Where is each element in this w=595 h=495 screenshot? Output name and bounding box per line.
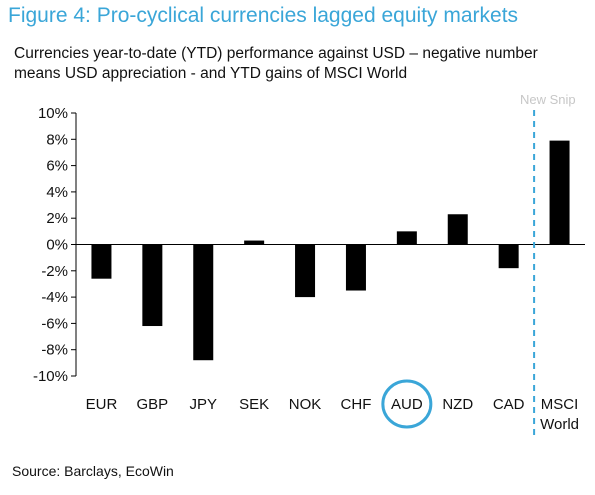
x-tick-label-nzd: NZD <box>442 396 473 413</box>
bar-jpy <box>193 244 214 361</box>
x-tick-label-chf: CHF <box>341 396 372 413</box>
x-tick-label-eur: EUR <box>86 396 118 413</box>
y-tick-label: -2% <box>41 263 68 280</box>
bar-cad <box>498 244 519 269</box>
highlight-circle <box>381 379 433 429</box>
bar-chf <box>345 244 366 291</box>
bar-nzd <box>447 214 468 245</box>
y-tick-label: 6% <box>46 158 68 175</box>
y-tick-label: 10% <box>38 105 68 122</box>
y-tick-label: -6% <box>41 315 68 332</box>
x-tick-label-jpy: JPY <box>189 396 217 413</box>
x-tick-label-gbp: GBP <box>137 396 169 413</box>
bar-msci-world <box>549 140 570 245</box>
figure-title: Figure 4: Pro-cyclical currencies lagged… <box>8 4 519 27</box>
bars <box>91 140 570 361</box>
x-tick-label-cad: CAD <box>493 396 525 413</box>
bar-sek <box>244 240 265 245</box>
annotations <box>381 110 536 440</box>
y-tick-label: -8% <box>41 342 68 359</box>
x-tick-label-nok: NOK <box>289 396 322 413</box>
bar-nok <box>295 244 316 298</box>
y-tick-label: 4% <box>46 184 68 201</box>
bar-aud <box>396 231 417 245</box>
x-tick-label-aud: AUD <box>391 396 423 413</box>
y-tick-label: -4% <box>41 289 68 306</box>
watermark-text: New Snip <box>520 92 576 107</box>
source-note: Source: Barclays, EcoWin <box>12 463 174 479</box>
figure-subtitle: Currencies year-to-date (YTD) performanc… <box>14 45 538 82</box>
y-tick-label: 8% <box>46 131 68 148</box>
y-axis: 10% 8% 6% 4% 2% 0% -2% -4% -6% -8% -10% <box>33 105 77 385</box>
x-tick-label-sek: SEK <box>239 396 269 413</box>
x-axis: EUR GBP JPY SEK NOK CHF AUD NZD CAD MSCI World <box>76 244 585 433</box>
y-tick-label: 0% <box>46 237 68 254</box>
y-tick-label: 2% <box>46 210 68 227</box>
y-tick-label: -10% <box>33 368 68 385</box>
x-tick-label-msci-world: MSCI World <box>540 396 579 433</box>
bar-eur <box>91 244 112 279</box>
bar-gbp <box>142 244 163 327</box>
